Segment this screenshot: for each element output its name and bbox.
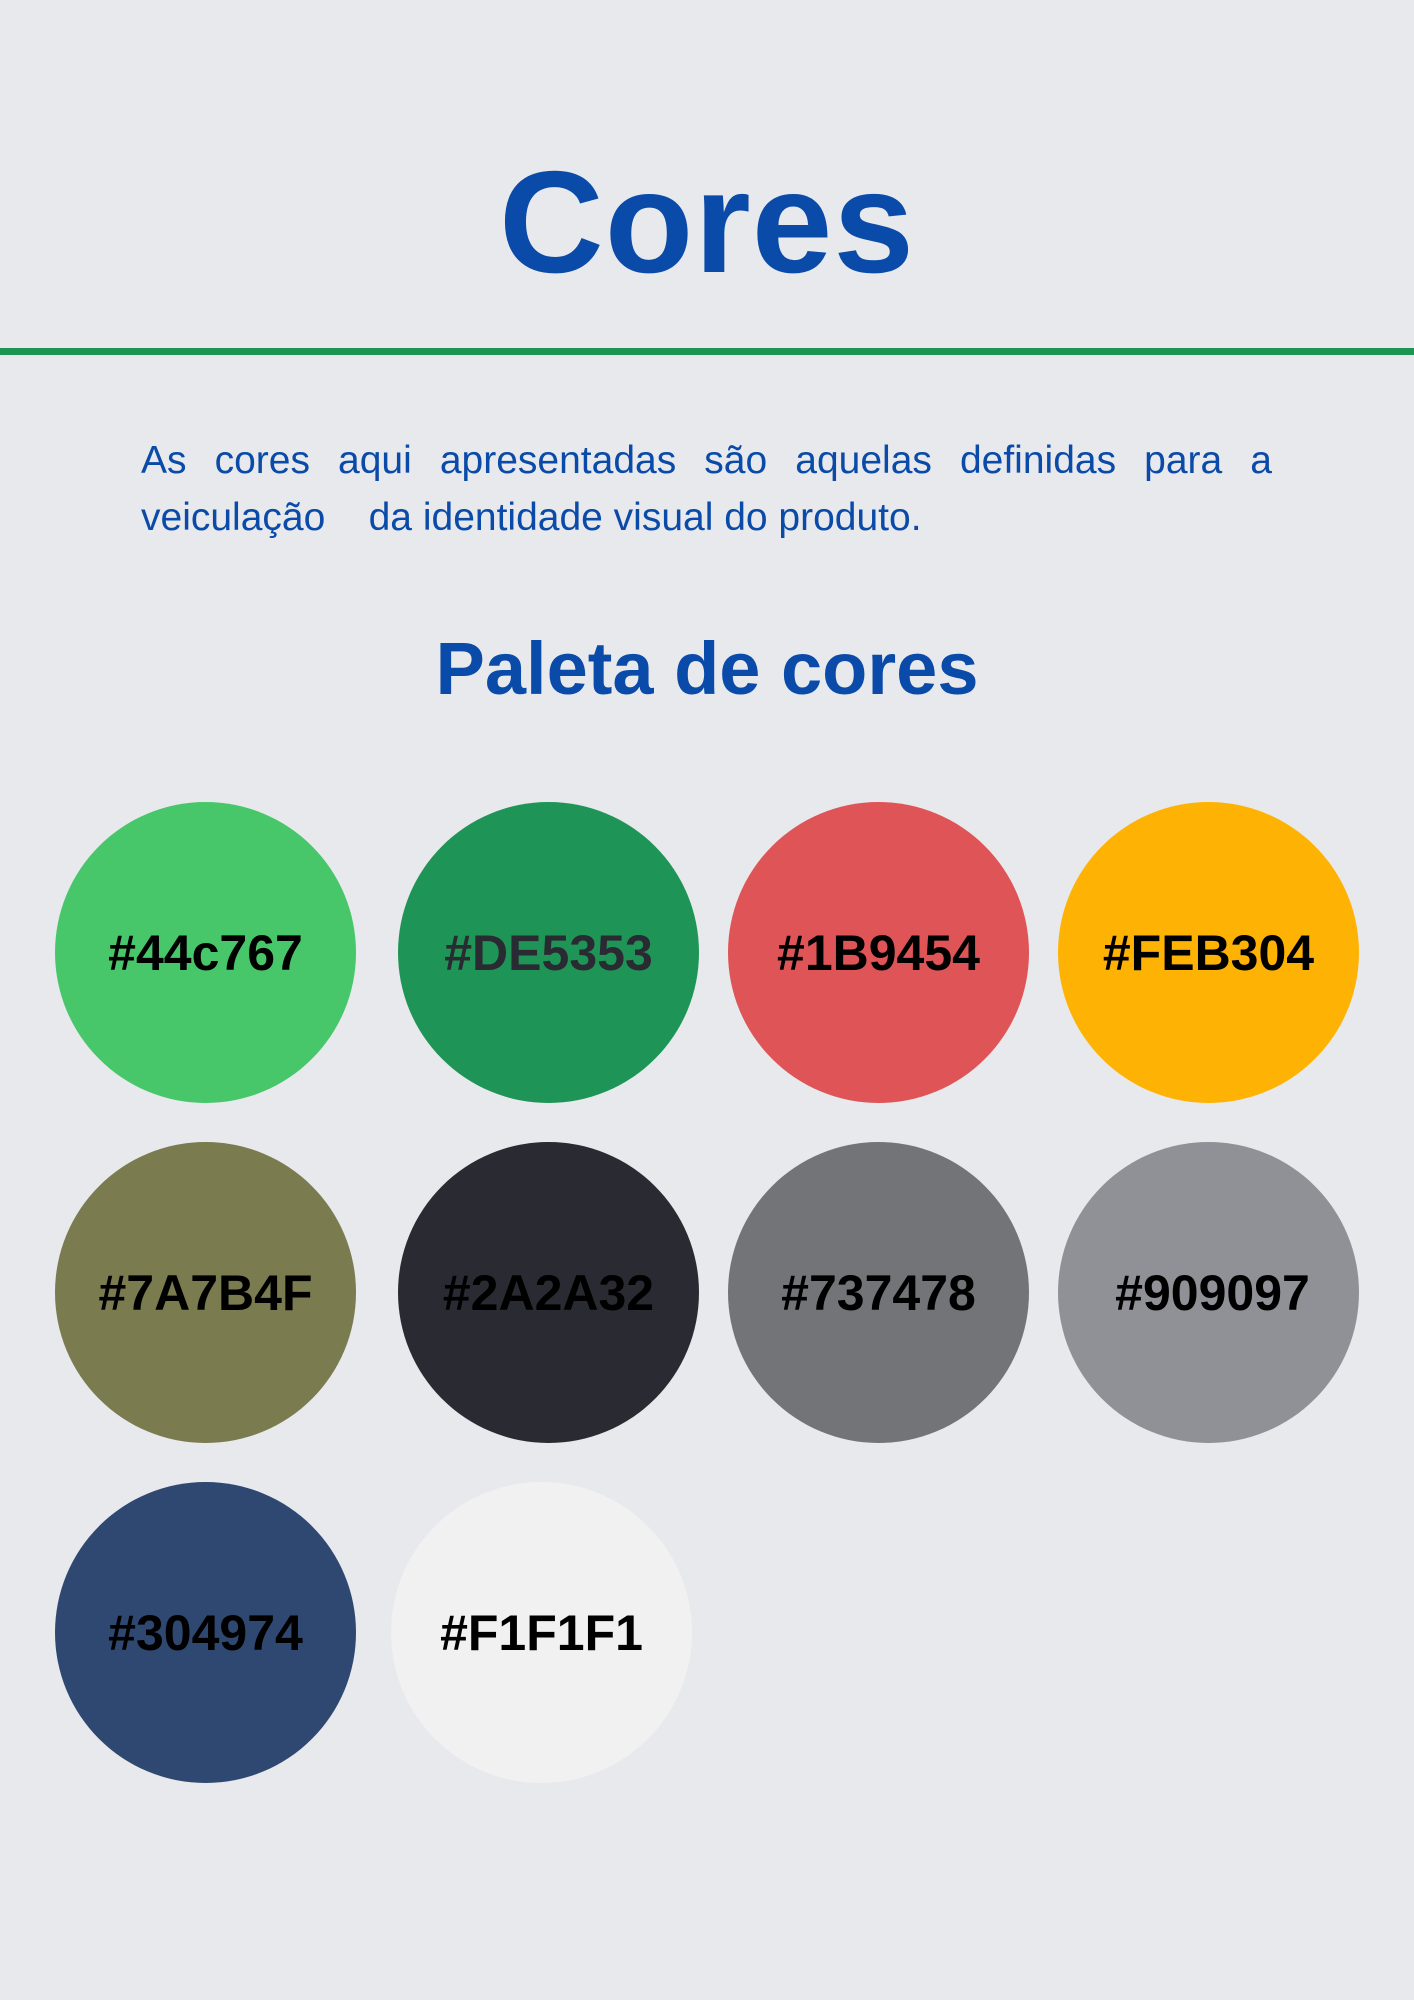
swatch-yellow: #FEB304 (1058, 802, 1359, 1103)
swatch-dark-green: #DE5353 (398, 802, 699, 1103)
intro-text: As cores aqui apresentadas são aquelas d… (141, 439, 1283, 539)
swatch-label: #304974 (108, 1604, 303, 1661)
swatch-green: #44c767 (55, 802, 356, 1103)
section-title: Paleta de cores (435, 627, 979, 710)
swatch-label: #DE5353 (444, 924, 653, 981)
swatch-label: #F1F1F1 (440, 1604, 643, 1661)
swatch-olive: #7A7B4F (55, 1142, 356, 1443)
swatch-label: #1B9454 (777, 924, 980, 981)
swatch-label: #44c767 (108, 924, 303, 981)
swatch-label: #909097 (1115, 1264, 1310, 1321)
divider (0, 348, 1414, 355)
swatch-charcoal: #2A2A32 (398, 1142, 699, 1443)
swatch-label: #FEB304 (1102, 924, 1315, 981)
swatch-off-white: #F1F1F1 (391, 1482, 692, 1783)
swatch-red: #1B9454 (728, 802, 1029, 1103)
swatch-light-gray: #909097 (1058, 1142, 1359, 1443)
swatch-gray: #737478 (728, 1142, 1029, 1443)
swatch-label: #2A2A32 (442, 1264, 655, 1321)
swatch-label: #7A7B4F (98, 1264, 313, 1321)
swatch-navy: #304974 (55, 1482, 356, 1783)
swatch-label: #737478 (781, 1264, 976, 1321)
page-title: Cores (499, 141, 915, 303)
